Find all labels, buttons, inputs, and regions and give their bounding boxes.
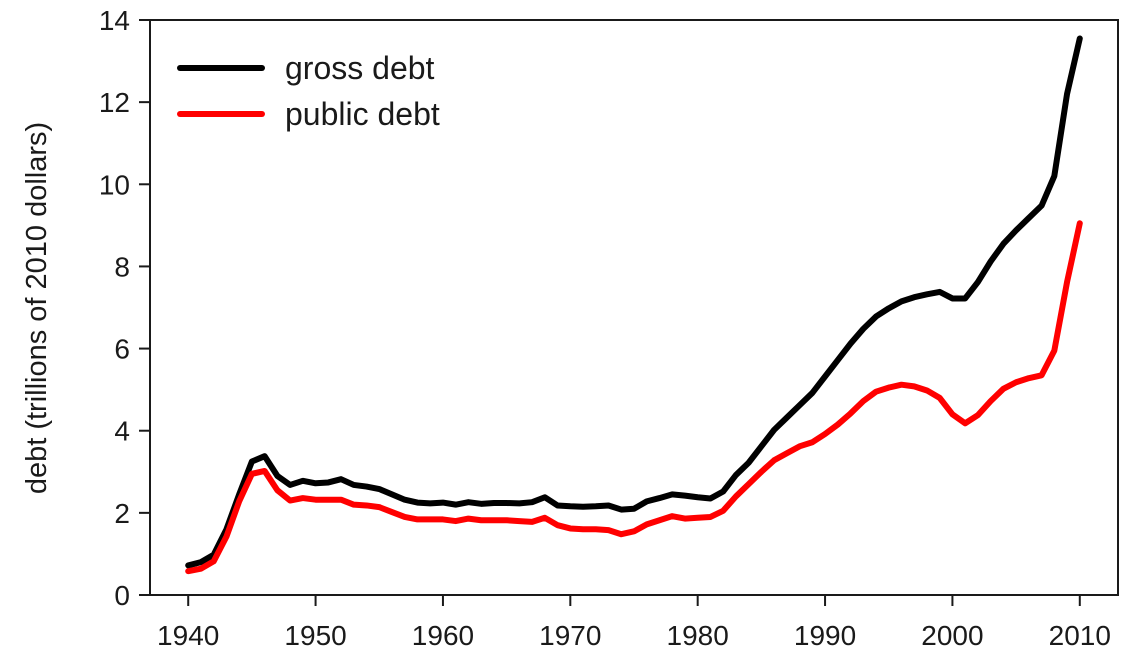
x-tick-label: 1940 bbox=[157, 620, 219, 651]
y-axis-ticks: 0 2 4 6 8 10 12 14 bbox=[99, 5, 150, 611]
y-tick-label: 12 bbox=[99, 87, 130, 118]
x-tick-label: 2000 bbox=[921, 620, 983, 651]
x-tick-label: 2010 bbox=[1049, 620, 1111, 651]
x-axis-ticks: 1940 1950 1960 1970 1980 1990 2000 2010 bbox=[157, 595, 1111, 651]
x-tick-label: 1980 bbox=[667, 620, 729, 651]
series-layer bbox=[185, 35, 1083, 575]
x-tick-label: 1970 bbox=[539, 620, 601, 651]
legend: gross debt public debt bbox=[177, 50, 440, 132]
y-tick-label: 14 bbox=[99, 5, 130, 36]
y-axis-label: debt (trillions of 2010 dollars) bbox=[21, 122, 53, 494]
legend-label: public debt bbox=[285, 96, 440, 132]
y-tick-label: 6 bbox=[114, 334, 130, 365]
gross-debt-line bbox=[185, 35, 1083, 569]
y-tick-label: 10 bbox=[99, 169, 130, 200]
y-tick-label: 8 bbox=[114, 251, 130, 282]
y-tick-label: 2 bbox=[114, 498, 130, 529]
y-tick-label: 0 bbox=[114, 580, 130, 611]
y-tick-label: 4 bbox=[114, 416, 130, 447]
x-tick-label: 1990 bbox=[794, 620, 856, 651]
public-debt-line bbox=[185, 220, 1083, 575]
x-tick-label: 1950 bbox=[284, 620, 346, 651]
x-tick-label: 1960 bbox=[412, 620, 474, 651]
legend-label: gross debt bbox=[285, 50, 435, 86]
plot-area-frame bbox=[149, 19, 1119, 596]
